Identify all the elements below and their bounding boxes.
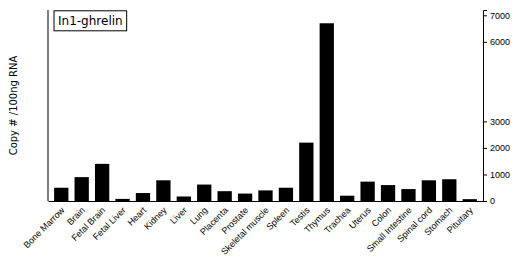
bar — [95, 164, 109, 201]
y-axis-title: Copy # /100ng RNA — [8, 56, 19, 156]
x-tick: Spleen — [264, 205, 291, 232]
y-axis-line — [484, 11, 488, 202]
x-tick-label: Fetal Liver — [91, 205, 128, 242]
bar — [340, 196, 354, 201]
bar — [422, 180, 436, 201]
x-axis-line — [49, 201, 484, 202]
x-tick-label: Skeletal muscle — [219, 205, 271, 257]
y-tick: 7000 — [483, 11, 510, 21]
chart: Bone MarrowBrainFetal BrainFetal LiverHe… — [0, 0, 525, 273]
bar — [156, 180, 170, 201]
bars — [54, 23, 477, 201]
bar — [136, 193, 150, 201]
plot: Bone MarrowBrainFetal BrainFetal LiverHe… — [22, 10, 510, 257]
bar — [279, 188, 293, 201]
x-tick: Skeletal muscle — [219, 205, 271, 257]
x-tick-label: Liver — [168, 205, 189, 226]
y-tick: 6000 — [483, 37, 510, 47]
x-tick-label: Spleen — [264, 205, 291, 232]
bar — [442, 179, 456, 201]
bar — [75, 177, 89, 201]
bar — [258, 190, 272, 201]
title: In1-ghrelin — [58, 14, 123, 28]
y-tick-label: 7000 — [490, 11, 510, 21]
y-tick-mark — [483, 42, 487, 43]
x-tick-label: Pituitary — [445, 205, 475, 235]
title-frame — [54, 11, 127, 31]
bar — [463, 199, 477, 201]
y-tick-label: 2000 — [490, 143, 510, 153]
y-tick: 1000 — [483, 170, 510, 180]
bar — [401, 189, 415, 201]
bar — [218, 191, 232, 201]
x-tick: Uterus — [347, 205, 373, 231]
y-tick-mark — [483, 121, 487, 122]
x-tick: Pituitary — [445, 205, 475, 235]
y-tick-label: 6000 — [490, 37, 510, 47]
y-tick-label: 3000 — [490, 117, 510, 127]
y-tick: 3000 — [483, 117, 510, 127]
x-tick: Kidney — [142, 205, 169, 232]
bar — [54, 188, 68, 201]
y-tick-mark — [483, 174, 487, 175]
y-tick-mark — [483, 15, 487, 16]
title-box: In1-ghrelin — [54, 11, 127, 31]
x-axis: Bone MarrowBrainFetal BrainFetal LiverHe… — [22, 202, 484, 257]
y-tick-label: 0 — [490, 196, 495, 206]
x-tick-label: Kidney — [142, 205, 169, 232]
bar — [381, 185, 395, 201]
y-tick-mark — [483, 148, 487, 149]
bar — [115, 199, 129, 201]
x-tick-label: Bone Marrow — [22, 205, 67, 250]
x-tick: Fetal Liver — [91, 205, 128, 242]
x-tick-label: Uterus — [347, 205, 373, 231]
bar — [177, 196, 191, 201]
y-tick-label: 1000 — [490, 170, 510, 180]
bar — [197, 185, 211, 201]
bar — [299, 143, 313, 201]
y-tick: 0 — [483, 196, 495, 206]
bar — [320, 23, 334, 201]
y-axis: 0 1000 2000 3000 6000 7000 — [483, 11, 510, 207]
y-tick-mark — [483, 201, 487, 202]
x-tick: Liver — [168, 205, 189, 226]
bar — [238, 194, 252, 201]
y-tick: 2000 — [483, 143, 510, 153]
left-spine — [48, 10, 49, 201]
x-tick-label: Trachea — [322, 205, 352, 235]
x-tick: Trachea — [322, 205, 352, 235]
bar — [360, 182, 374, 201]
x-tick: Bone Marrow — [22, 205, 67, 250]
